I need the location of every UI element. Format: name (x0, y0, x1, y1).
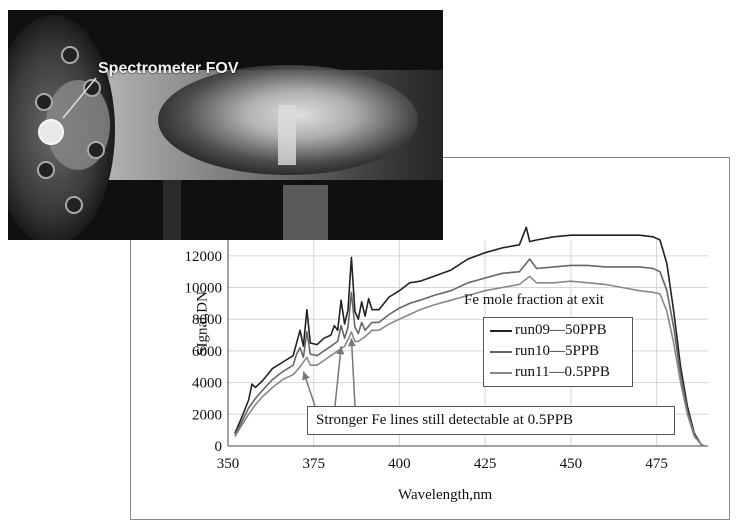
legend-title: Fe mole fraction at exit (464, 292, 604, 308)
x-tick-label: 350 (217, 456, 240, 472)
y-tick-label: 8000 (192, 312, 222, 328)
photo-image (8, 10, 443, 240)
legend-swatch (490, 329, 512, 332)
bolt-icon (87, 141, 105, 159)
legend-entry-run09: run09—50PPB (490, 322, 607, 340)
bolt-icon (37, 161, 55, 179)
annotation-arrows (302, 338, 356, 407)
series-line-0 (234, 226, 705, 447)
y-tick-label: 10000 (185, 281, 223, 297)
bolt-icon (35, 93, 53, 111)
mount-block (283, 185, 328, 240)
legend-entry-run10: run10—5PPB (490, 343, 599, 361)
legend-label: run09—50PPB (515, 322, 607, 338)
series-line-2 (234, 275, 705, 447)
fov-circle-icon (38, 119, 64, 145)
legend-swatch (490, 371, 512, 374)
x-axis-title: Wavelength,nm (398, 487, 493, 503)
legend: run09—50PPB run10—5PPB run11—0.5PPB (483, 317, 633, 387)
axes: 0 2000 4000 6000 8000 10000 12000 350 375 400 425 4… (185, 240, 708, 472)
arrow-head-icon (336, 346, 345, 355)
y-tick-label: 12000 (185, 249, 223, 265)
annotation-arrow (350, 338, 356, 407)
arrow-head-icon (347, 338, 356, 347)
x-tick-label: 425 (474, 456, 497, 472)
x-tick-label: 400 (388, 456, 411, 472)
x-tick-label: 475 (645, 456, 668, 472)
y-tick-label: 2000 (192, 407, 222, 423)
y-tick-label: 0 (215, 439, 223, 455)
y-tick-label: 6000 (192, 344, 222, 360)
series-line-1 (234, 258, 705, 447)
y-tick-label: 4000 (192, 376, 222, 392)
x-tick-label: 375 (302, 456, 325, 472)
legend-swatch (490, 350, 512, 353)
fov-pointer-line (62, 77, 97, 119)
bolt-icon (83, 79, 101, 97)
bolt-icon (61, 46, 79, 64)
bolt-icon (65, 196, 83, 214)
y-axis-title: SIgnal,DN (194, 291, 211, 356)
annotation-box: Stronger Fe lines still detectable at 0.… (307, 406, 675, 435)
legend-label: run10—5PPB (515, 343, 600, 359)
annotation-arrow (334, 346, 342, 407)
x-tick-label: 450 (560, 456, 583, 472)
spectrometer-fov-label: Spectrometer FOV (98, 60, 239, 77)
series-lines (234, 226, 705, 447)
legend-entry-run11: run11—0.5PPB (490, 364, 610, 382)
arrow-head-icon (302, 371, 310, 381)
spectrometer-photo: Spectrometer FOV (8, 10, 443, 240)
legend-label: run11—0.5PPB (515, 364, 610, 380)
